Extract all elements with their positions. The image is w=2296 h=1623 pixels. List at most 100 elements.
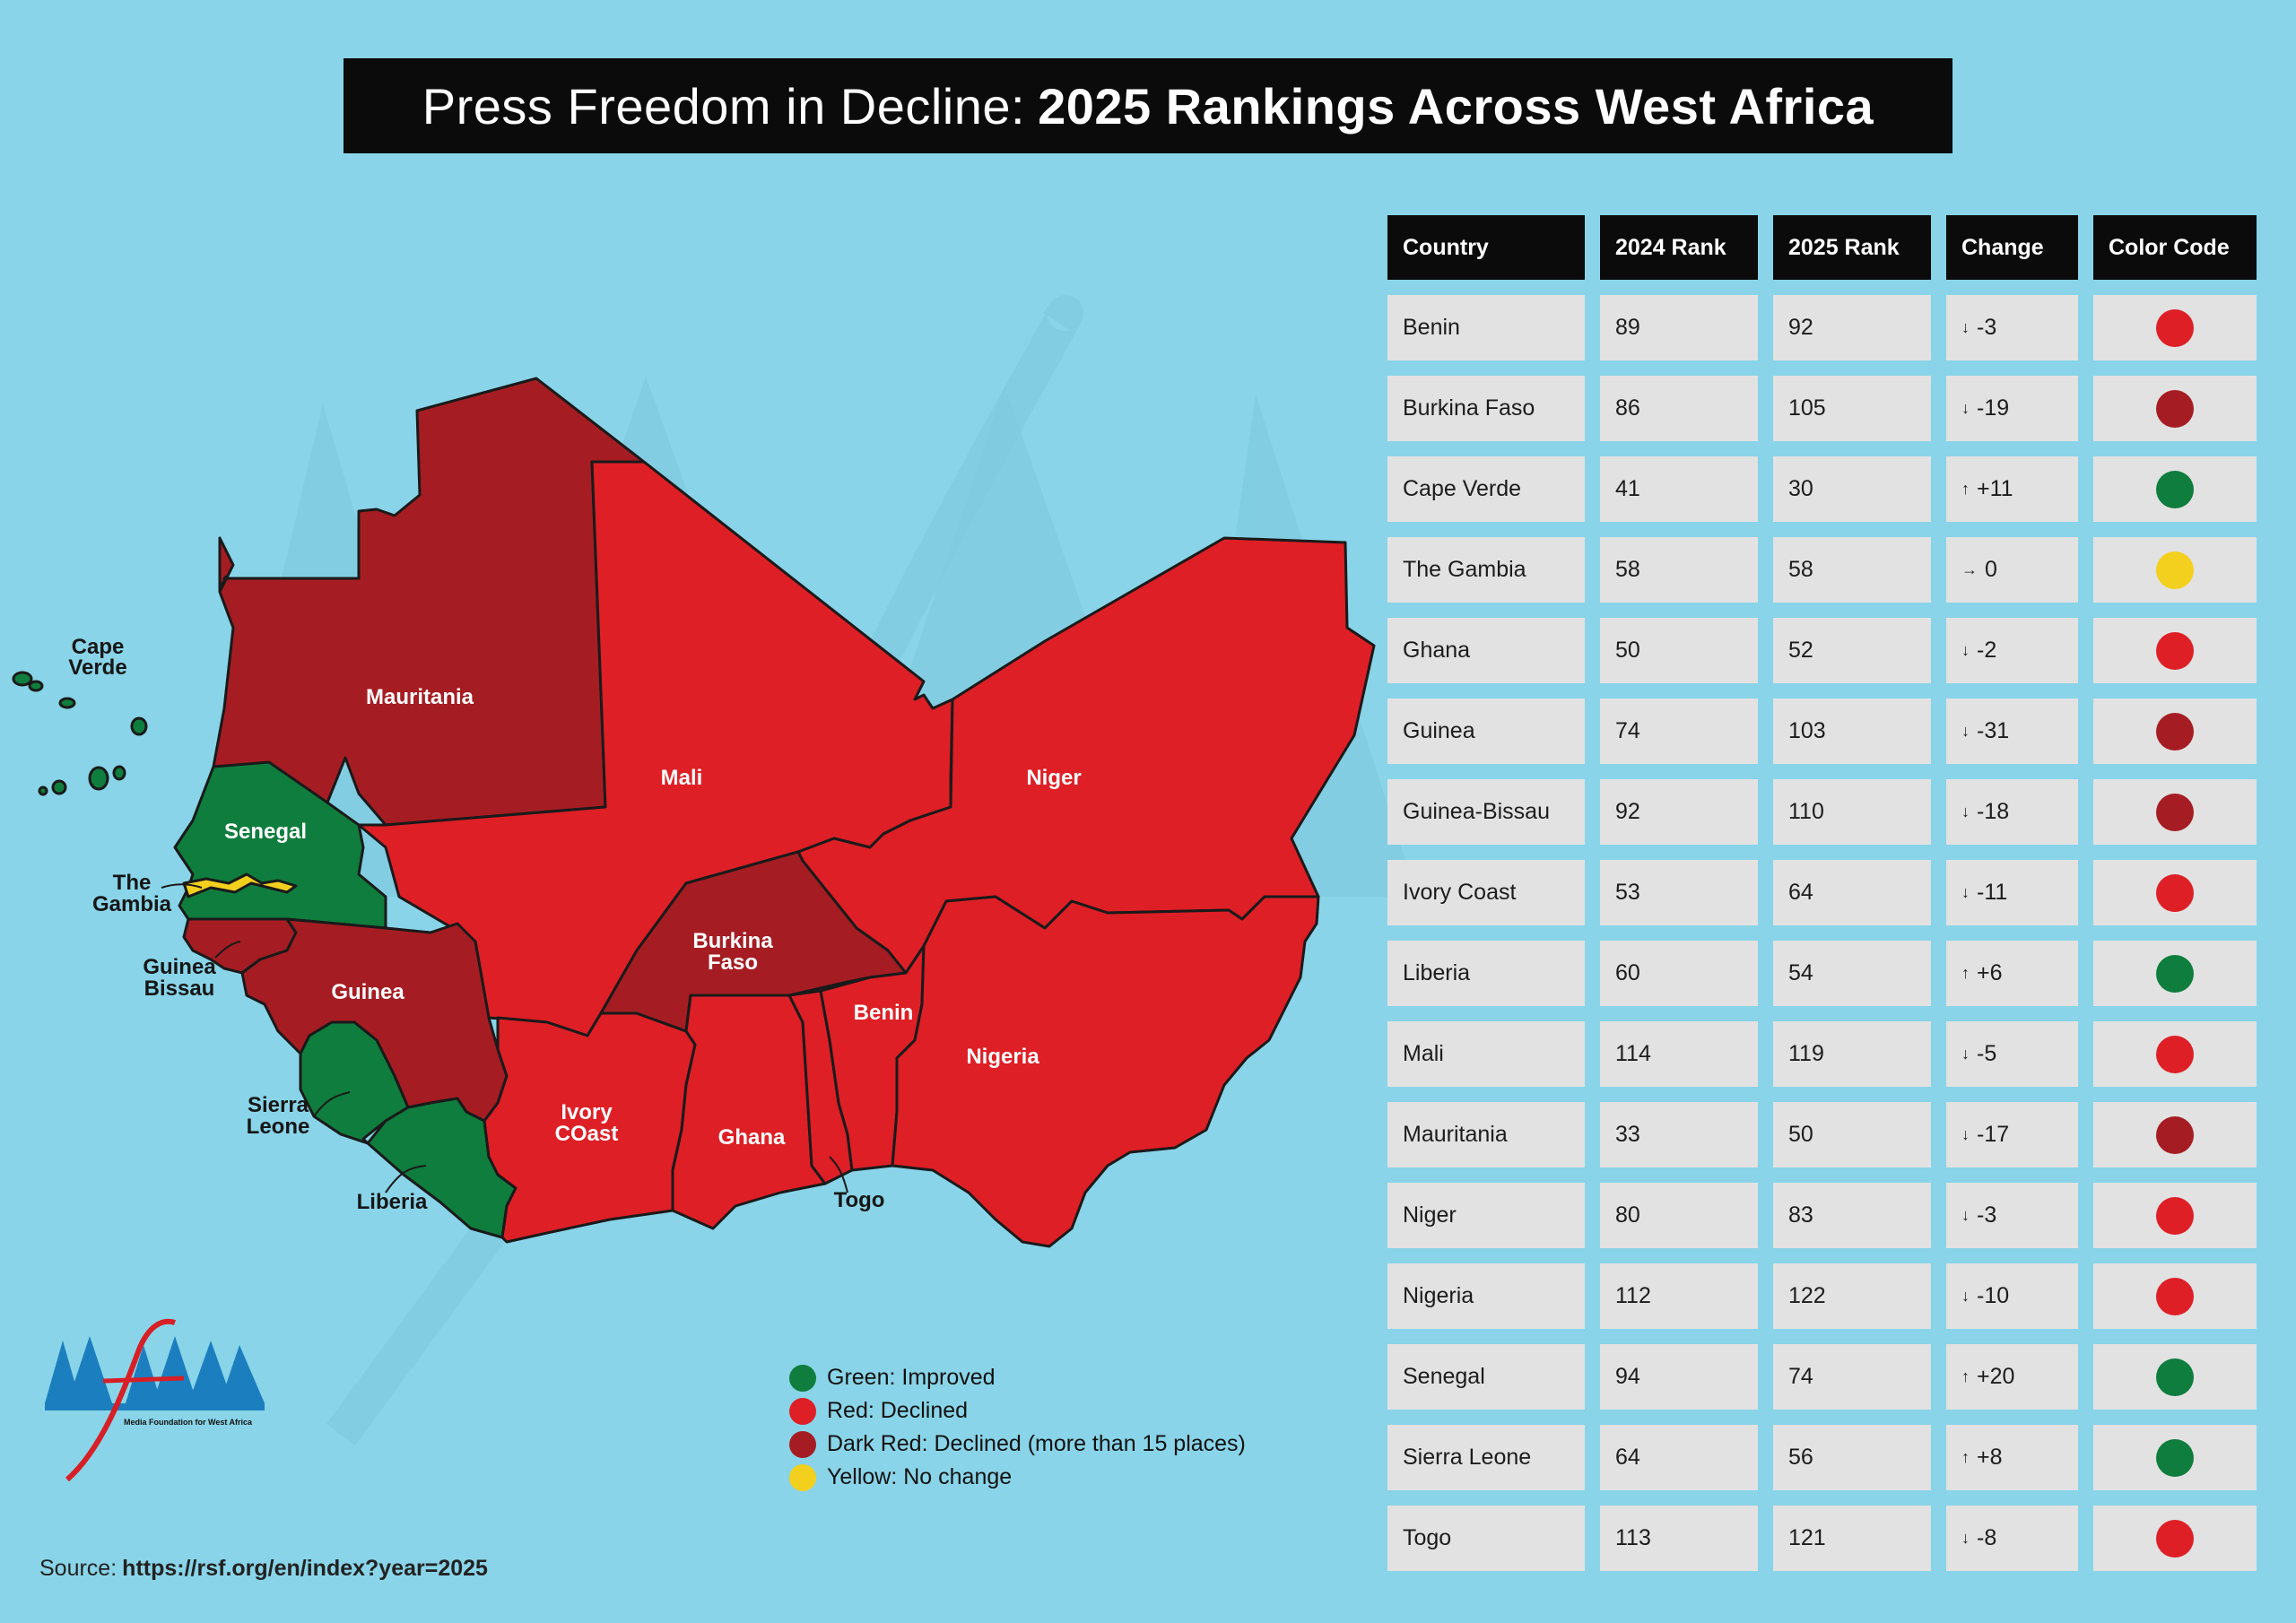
cell-2025-rank: 64 (1773, 860, 1931, 925)
cell-2024-rank: 58 (1600, 537, 1758, 603)
change-value: -11 (1977, 880, 2008, 905)
title-bold: 2025 Rankings Across West Africa (1038, 77, 1874, 135)
rankings-table: Country 2024 Rank 2025 Rank Change Color… (1387, 215, 2257, 1586)
table-row: Cape Verde 41 30 ↑ +11 (1387, 456, 2257, 522)
cell-country: Mauritania (1387, 1102, 1585, 1167)
cell-2024-rank: 74 (1600, 699, 1758, 764)
cell-change: ↓ -3 (1946, 295, 2078, 360)
label-guinea-bissau-2: Bissau (144, 976, 215, 1001)
region-senegal[interactable] (173, 760, 387, 930)
status-dot (2156, 1035, 2194, 1073)
change-arrow-icon: ↑ (1961, 1367, 1970, 1385)
label-guinea: Guinea (331, 980, 404, 1004)
change-value: -5 (1977, 1041, 1997, 1066)
change-arrow-icon: ↓ (1961, 803, 1970, 820)
cell-change: ↑ +6 (1946, 941, 2078, 1006)
cell-change: ↓ -11 (1946, 860, 2078, 925)
cell-change: ↑ +11 (1946, 456, 2078, 522)
cell-2024-rank: 53 (1600, 860, 1758, 925)
table-row: Ghana 50 52 ↓ -2 (1387, 618, 2257, 683)
region-cape-verde[interactable] (12, 671, 148, 796)
cell-change: ↓ -17 (1946, 1102, 2078, 1167)
cell-2025-rank: 103 (1773, 699, 1931, 764)
label-sierra-leone-2: Leone (247, 1115, 310, 1139)
cell-color-code (2093, 1344, 2257, 1410)
change-arrow-icon: ↑ (1961, 1448, 1970, 1466)
cell-2024-rank: 114 (1600, 1021, 1758, 1087)
table-row: Liberia 60 54 ↑ +6 (1387, 941, 2257, 1006)
cell-change: ↓ -5 (1946, 1021, 2078, 1087)
label-burkina-1: Burkina (692, 929, 773, 953)
status-dot (2156, 470, 2194, 508)
table-row: Sierra Leone 64 56 ↑ +8 (1387, 1425, 2257, 1490)
change-arrow-icon: ↓ (1961, 1125, 1970, 1143)
change-value: -8 (1977, 1525, 1997, 1550)
cell-country: Niger (1387, 1183, 1585, 1248)
cell-country: The Gambia (1387, 537, 1585, 603)
legend-swatch (789, 1463, 816, 1491)
table-header: Country 2024 Rank 2025 Rank Change Color… (1387, 215, 2257, 280)
cell-2025-rank: 52 (1773, 618, 1931, 683)
cell-change: ↑ +20 (1946, 1344, 2078, 1410)
region-mauritania[interactable] (212, 377, 646, 827)
label-nigeria: Nigeria (966, 1045, 1039, 1069)
table-row: Guinea-Bissau 92 110 ↓ -18 (1387, 779, 2257, 845)
cell-change: ↓ -2 (1946, 618, 2078, 683)
cell-color-code (2093, 376, 2257, 441)
change-value: 0 (1985, 557, 1997, 582)
legend-item: Red: Declined (789, 1394, 1246, 1428)
change-value: -31 (1977, 718, 2010, 743)
legend-label: Dark Red: Declined (more than 15 places) (827, 1431, 1246, 1456)
cell-change: ↓ -19 (1946, 376, 2078, 441)
status-dot (2156, 1277, 2194, 1315)
label-benin: Benin (854, 1001, 914, 1025)
region-the-gambia[interactable] (182, 872, 298, 898)
cell-2024-rank: 50 (1600, 618, 1758, 683)
label-burkina-2: Faso (708, 950, 758, 975)
change-value: -17 (1977, 1122, 2010, 1147)
legend-swatch (789, 1397, 816, 1425)
cell-2024-rank: 86 (1600, 376, 1758, 441)
label-guinea-bissau-1: Guinea (143, 955, 216, 979)
change-arrow-icon: ↓ (1961, 399, 1970, 417)
source-line: Source: https://rsf.org/en/index?year=202… (39, 1556, 488, 1582)
cell-2025-rank: 92 (1773, 295, 1931, 360)
change-arrow-icon: → (1961, 560, 1978, 578)
cell-color-code (2093, 941, 2257, 1006)
cell-color-code (2093, 1263, 2257, 1329)
label-cape-verde-1: Cape (72, 635, 125, 659)
header-country: Country (1387, 215, 1585, 280)
header-color-code: Color Code (2093, 215, 2257, 280)
status-dot (2156, 1519, 2194, 1558)
cell-country: Mali (1387, 1021, 1585, 1087)
cell-2024-rank: 64 (1600, 1425, 1758, 1490)
cell-2025-rank: 74 (1773, 1344, 1931, 1410)
cell-color-code (2093, 1506, 2257, 1571)
cell-country: Senegal (1387, 1344, 1585, 1410)
status-dot (2156, 1115, 2194, 1154)
table-row: Niger 80 83 ↓ -3 (1387, 1183, 2257, 1248)
change-arrow-icon: ↓ (1961, 1287, 1970, 1305)
cell-change: ↓ -8 (1946, 1506, 2078, 1571)
table-row: Togo 113 121 ↓ -8 (1387, 1506, 2257, 1571)
label-the-gambia-1: The (113, 871, 152, 895)
cell-color-code (2093, 456, 2257, 522)
status-dot (2156, 551, 2194, 589)
cell-2025-rank: 83 (1773, 1183, 1931, 1248)
cell-2024-rank: 92 (1600, 779, 1758, 845)
label-cape-verde-2: Verde (68, 655, 126, 680)
cell-color-code (2093, 699, 2257, 764)
label-ivory-2: COast (555, 1122, 619, 1146)
source-link[interactable]: https://rsf.org/en/index?year=2025 (122, 1556, 488, 1581)
change-arrow-icon: ↓ (1961, 1045, 1970, 1063)
cell-change: ↓ -3 (1946, 1183, 2078, 1248)
status-dot (2156, 712, 2194, 751)
cell-2025-rank: 56 (1773, 1425, 1931, 1490)
cell-2024-rank: 113 (1600, 1506, 1758, 1571)
cell-2024-rank: 80 (1600, 1183, 1758, 1248)
region-nigeria[interactable] (891, 895, 1320, 1248)
label-liberia: Liberia (357, 1190, 428, 1214)
cell-change: ↓ -31 (1946, 699, 2078, 764)
status-dot (2156, 308, 2194, 347)
table-row: Burkina Faso 86 105 ↓ -19 (1387, 376, 2257, 441)
